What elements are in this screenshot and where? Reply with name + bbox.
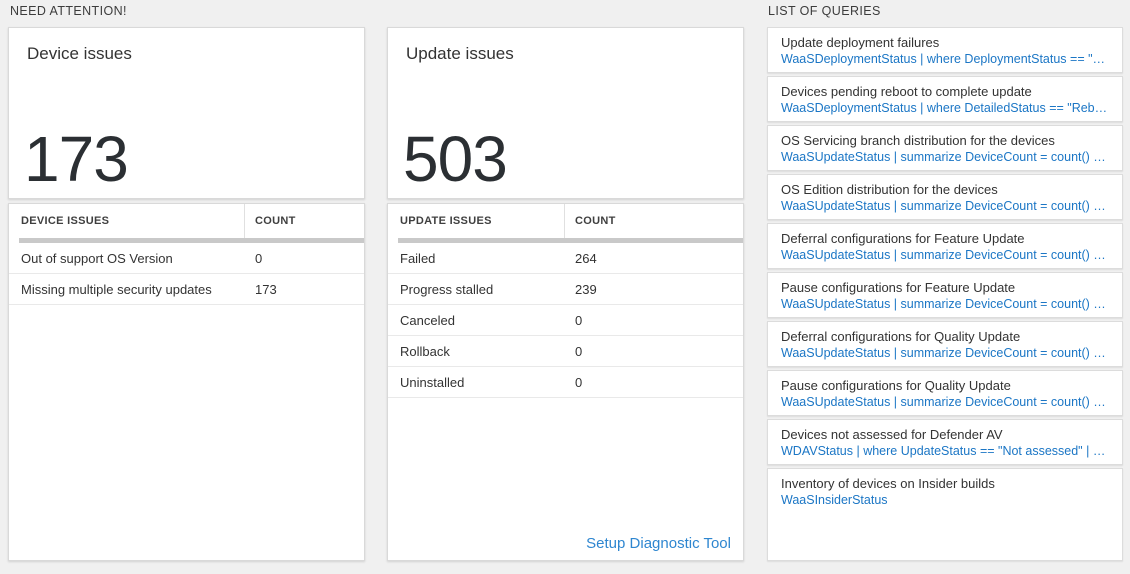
update-issue-label: Canceled <box>400 312 455 328</box>
update-issue-count: 0 <box>575 312 583 328</box>
query-list-item[interactable]: Inventory of devices on Insider builds W… <box>767 468 1123 561</box>
query-title: Devices pending reboot to complete updat… <box>781 84 1032 99</box>
table-row[interactable]: Rollback 0 <box>388 336 743 367</box>
query-link[interactable]: WDAVStatus | where UpdateStatus == "Not … <box>781 444 1109 458</box>
table-row[interactable]: Failed 264 <box>388 243 743 274</box>
query-list-item[interactable]: Deferral configurations for Feature Upda… <box>767 223 1123 269</box>
update-issue-label: Failed <box>400 250 436 266</box>
query-title: Pause configurations for Quality Update <box>781 378 1011 393</box>
device-issue-count: 173 <box>255 281 277 297</box>
query-list-item[interactable]: Pause configurations for Feature Update … <box>767 272 1123 318</box>
table-row[interactable]: Out of support OS Version 0 <box>9 243 364 274</box>
query-list-item[interactable]: OS Edition distribution for the devices … <box>767 174 1123 220</box>
update-issues-column: Update issues 503 UPDATE ISSUES COUNT Fa… <box>387 27 744 561</box>
need-attention-section-title: NEED ATTENTION! <box>10 4 127 18</box>
query-link[interactable]: WaaSInsiderStatus <box>781 493 888 507</box>
query-link[interactable]: WaaSUpdateStatus | summarize DeviceCount… <box>781 199 1109 213</box>
table-row[interactable]: Progress stalled 239 <box>388 274 743 305</box>
device-issue-count: 0 <box>255 250 263 266</box>
setup-diagnostic-tool-link[interactable]: Setup Diagnostic Tool <box>586 535 731 552</box>
list-of-queries-section-title: LIST OF QUERIES <box>768 4 881 18</box>
query-title: Deferral configurations for Quality Upda… <box>781 329 1021 344</box>
device-issues-table-header: DEVICE ISSUES COUNT <box>9 204 364 238</box>
query-list-item[interactable]: Devices pending reboot to complete updat… <box>767 76 1123 122</box>
update-issues-column-header: UPDATE ISSUES <box>388 204 565 238</box>
query-list-item[interactable]: OS Servicing branch distribution for the… <box>767 125 1123 171</box>
device-issue-label: Missing multiple security updates <box>21 281 212 297</box>
query-link[interactable]: WaaSUpdateStatus | summarize DeviceCount… <box>781 395 1109 409</box>
table-header-divider-bar <box>19 238 364 243</box>
query-title: Devices not assessed for Defender AV <box>781 427 1003 442</box>
device-issues-table-tile: DEVICE ISSUES COUNT Out of support OS Ve… <box>8 203 365 561</box>
device-issues-summary-tile[interactable]: Device issues 173 <box>8 27 365 199</box>
device-issue-label: Out of support OS Version <box>21 250 173 266</box>
query-link[interactable]: WaaSUpdateStatus | summarize DeviceCount… <box>781 297 1109 311</box>
count-column-header: COUNT <box>575 215 616 227</box>
query-link[interactable]: WaaSDeploymentStatus | where DetailedSta… <box>781 101 1109 115</box>
query-list-item[interactable]: Update deployment failures WaaSDeploymen… <box>767 27 1123 73</box>
table-row[interactable]: Uninstalled 0 <box>388 367 743 398</box>
update-issue-label: Progress stalled <box>400 281 494 297</box>
table-row[interactable]: Missing multiple security updates 173 <box>9 274 364 305</box>
update-issues-tile-title: Update issues <box>406 44 514 63</box>
query-list-item[interactable]: Devices not assessed for Defender AV WDA… <box>767 419 1123 465</box>
update-issues-summary-tile[interactable]: Update issues 503 <box>387 27 744 199</box>
update-issue-label: Uninstalled <box>400 374 465 390</box>
update-issue-count: 0 <box>575 343 583 359</box>
query-link[interactable]: WaaSUpdateStatus | summarize DeviceCount… <box>781 346 1109 360</box>
query-list-item[interactable]: Pause configurations for Quality Update … <box>767 370 1123 416</box>
update-issues-table-header: UPDATE ISSUES COUNT <box>388 204 743 238</box>
update-issues-table-tile: UPDATE ISSUES COUNT Failed 264 Progress … <box>387 203 744 561</box>
query-list-item[interactable]: Deferral configurations for Quality Upda… <box>767 321 1123 367</box>
device-issues-total: 173 <box>24 123 129 195</box>
query-list: Update deployment failures WaaSDeploymen… <box>767 27 1123 561</box>
device-issues-column-header: DEVICE ISSUES <box>9 204 245 238</box>
device-issues-column: Device issues 173 DEVICE ISSUES COUNT Ou… <box>8 27 365 561</box>
device-issues-tile-title: Device issues <box>27 44 132 63</box>
query-title: Update deployment failures <box>781 35 940 50</box>
query-link[interactable]: WaaSUpdateStatus | summarize DeviceCount… <box>781 248 1109 262</box>
query-title: Pause configurations for Feature Update <box>781 280 1016 295</box>
query-link[interactable]: WaaSUpdateStatus | summarize DeviceCount… <box>781 150 1109 164</box>
update-issue-count: 239 <box>575 281 597 297</box>
update-issues-total: 503 <box>403 123 508 195</box>
table-row[interactable]: Canceled 0 <box>388 305 743 336</box>
query-title: OS Edition distribution for the devices <box>781 182 998 197</box>
query-title: Deferral configurations for Feature Upda… <box>781 231 1025 246</box>
update-issue-count: 264 <box>575 250 597 266</box>
update-issue-label: Rollback <box>400 343 450 359</box>
query-title: OS Servicing branch distribution for the… <box>781 133 1055 148</box>
count-column-header: COUNT <box>255 215 296 227</box>
table-header-divider-bar <box>398 238 743 243</box>
update-issue-count: 0 <box>575 374 583 390</box>
query-link[interactable]: WaaSDeploymentStatus | where DeploymentS… <box>781 52 1109 66</box>
query-title: Inventory of devices on Insider builds <box>781 476 995 491</box>
